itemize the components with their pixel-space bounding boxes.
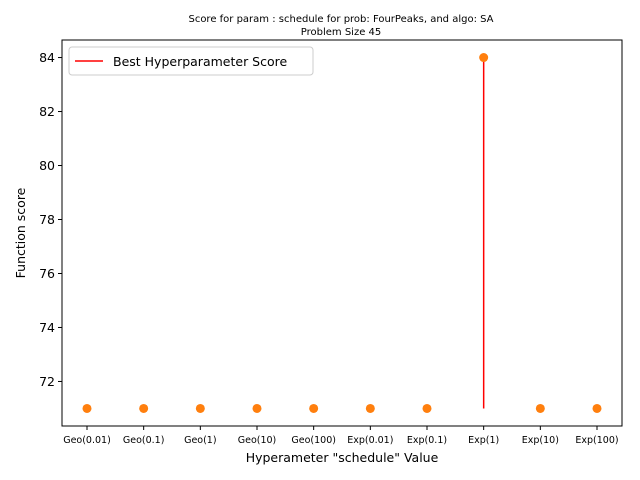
data-point (365, 403, 375, 413)
x-tick-label: Exp(100) (575, 435, 618, 446)
y-tick-label: 84 (39, 50, 55, 65)
data-point (535, 403, 545, 413)
plot-area: 72 74 76 78 80 82 84 Geo(0.01) Geo(0.1) Geo(1) Geo… (39, 50, 619, 446)
legend-label: Best Hyperparameter Score (113, 54, 287, 69)
data-point (479, 53, 489, 63)
x-tick-label: Exp(10) (522, 435, 559, 446)
data-point (139, 403, 149, 413)
y-tick-label: 76 (39, 266, 55, 281)
x-tick-label: Geo(0.1) (123, 435, 165, 446)
data-point (422, 403, 432, 413)
y-tick-label: 72 (39, 374, 55, 389)
x-tick-label: Geo(0.01) (63, 435, 111, 446)
chart-title: Score for param : schedule for prob: Fou… (188, 14, 493, 25)
y-tick-label: 82 (39, 104, 55, 119)
y-tick-label: 80 (39, 158, 55, 173)
chart-subtitle: Problem Size 45 (301, 27, 382, 38)
x-tick-label: Exp(1) (468, 435, 499, 446)
axes-frame (61, 39, 623, 427)
x-tick-label: Geo(100) (291, 435, 336, 446)
y-axis-label: Function score (13, 187, 28, 278)
data-point (252, 403, 262, 413)
y-tick-label: 74 (39, 320, 55, 335)
data-point (195, 403, 205, 413)
data-point (592, 403, 602, 413)
x-tick-label: Exp(0.01) (347, 435, 393, 446)
x-tick-label: Geo(10) (238, 435, 277, 446)
x-tick-label: Exp(0.1) (407, 435, 447, 446)
data-point (82, 403, 92, 413)
legend: Best Hyperparameter Score (68, 46, 314, 76)
x-tick-label: Geo(1) (184, 435, 216, 446)
data-point (309, 403, 319, 413)
legend-box (68, 46, 314, 76)
x-axis-label: Hyperameter "schedule" Value (246, 450, 439, 465)
y-tick-label: 78 (39, 212, 55, 227)
